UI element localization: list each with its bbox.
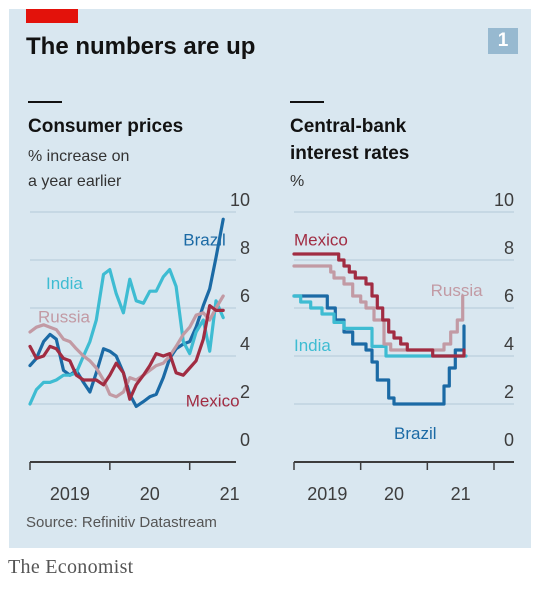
y-tick-label: 2 — [240, 382, 250, 402]
series-label-mexico: Mexico — [186, 391, 240, 410]
y-tick-label: 4 — [240, 334, 250, 354]
x-tick-label: 21 — [451, 484, 471, 504]
y-tick-label: 2 — [504, 382, 514, 402]
right-panel-subtitle: % — [290, 173, 305, 190]
chart-title: The numbers are up — [26, 33, 256, 60]
x-tick-label: 20 — [384, 484, 404, 504]
right-panel-title-line1: Central-bank — [290, 116, 407, 137]
chart-card — [9, 9, 531, 548]
left-panel-subtitle-line2: a year earlier — [28, 173, 122, 190]
series-line-india — [292, 294, 468, 358]
series-label-russia: Russia — [431, 281, 484, 300]
y-tick-label: 4 — [504, 334, 514, 354]
y-tick-label: 10 — [494, 190, 514, 210]
series-label-mexico: Mexico — [294, 231, 348, 250]
series-line-mexico — [28, 304, 225, 401]
y-tick-label: 8 — [240, 238, 250, 258]
series-label-india: India — [46, 274, 83, 293]
right-panel-rule — [290, 101, 324, 103]
series-label-russia: Russia — [38, 307, 91, 326]
x-tick-label: 2019 — [307, 484, 347, 504]
series-line-russia — [292, 264, 465, 352]
chart-number-badge: 1 — [488, 28, 518, 54]
right-panel-title-line2: interest rates — [290, 143, 410, 164]
x-tick-label: 20 — [140, 484, 160, 504]
y-tick-label: 6 — [504, 286, 514, 306]
series-line-brazil — [292, 294, 466, 406]
x-tick-label: 2019 — [50, 484, 90, 504]
left-panel-rule — [28, 101, 62, 103]
y-tick-label: 0 — [240, 430, 250, 450]
left-panel-subtitle-line1: % increase on — [28, 148, 130, 165]
series-label-brazil: Brazil — [183, 231, 226, 250]
source-note: Source: Refinitiv Datastream — [26, 514, 217, 531]
brand-logo-text: The Economist — [8, 556, 134, 578]
red-accent-tag — [26, 9, 78, 23]
y-tick-label: 10 — [230, 190, 250, 210]
y-tick-label: 0 — [504, 430, 514, 450]
y-tick-label: 8 — [504, 238, 514, 258]
left-panel-title: Consumer prices — [28, 116, 184, 137]
series-line-mexico — [292, 252, 466, 358]
y-tick-label: 6 — [240, 286, 250, 306]
series-label-india: India — [294, 336, 331, 355]
series-line-india — [28, 268, 225, 406]
x-tick-label: 21 — [220, 484, 240, 504]
series-label-brazil: Brazil — [394, 424, 437, 443]
